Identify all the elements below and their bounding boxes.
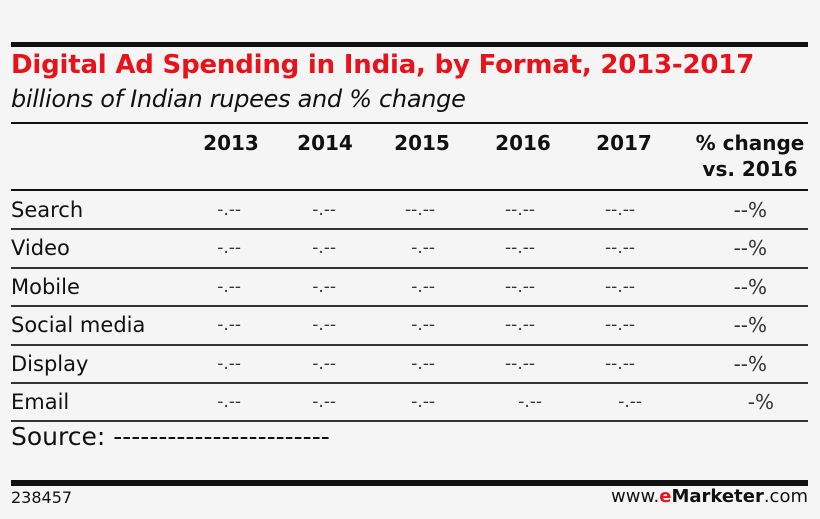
table-cell: -.-- <box>411 392 435 412</box>
table-cell: --.-- <box>605 238 635 259</box>
table-cell: --.-- <box>505 238 535 259</box>
table-cell: -% <box>747 390 774 414</box>
emarketer-url[interactable]: www.eMarketer.com <box>611 486 808 507</box>
row-label: Social media <box>11 313 146 338</box>
table-cell: -.-- <box>411 315 435 336</box>
table-cell: --% <box>733 274 767 299</box>
column-header: 2016 <box>473 130 573 156</box>
row-label: Search <box>11 198 84 222</box>
column-header-line: 2014 <box>297 131 353 155</box>
table-cell: -.-- <box>518 392 542 412</box>
column-header-line: 2013 <box>203 131 259 155</box>
table-cell: -.-- <box>312 238 336 259</box>
column-header-line: 2015 <box>394 131 450 155</box>
row-divider <box>11 305 808 308</box>
table-cell: --% <box>733 198 767 222</box>
column-header: % change vs. 2016 <box>685 130 815 182</box>
table-cell: -.-- <box>312 392 336 412</box>
chart-subtitle: billions of Indian rupees and % change <box>11 85 466 113</box>
row-label: Email <box>11 390 70 414</box>
table-cell: -.-- <box>312 315 336 336</box>
row-label: Video <box>11 236 70 261</box>
table-cell: -.-- <box>618 392 642 412</box>
table-cell: --.-- <box>605 353 635 374</box>
table-cell: -.-- <box>217 392 241 412</box>
table-cell: -.-- <box>217 315 241 336</box>
url-suffix: .com <box>763 486 808 507</box>
column-header-line: vs. 2016 <box>702 157 798 181</box>
table-cell: --% <box>733 313 767 338</box>
table-cell: -.-- <box>411 353 435 374</box>
row-divider <box>11 228 808 231</box>
row-divider <box>11 266 808 269</box>
footer-thick-rule <box>11 480 808 486</box>
source-note: Source: ------------------------ <box>11 422 330 451</box>
table-cell: -.-- <box>217 238 241 259</box>
table-cell: -.-- <box>312 200 336 220</box>
table-cell: -.-- <box>217 200 241 220</box>
column-header-line: 2017 <box>596 131 652 155</box>
table-cell: --.-- <box>505 276 535 297</box>
row-divider <box>11 382 808 384</box>
column-header: 2013 <box>181 130 281 156</box>
table-cell: --.-- <box>605 276 635 297</box>
table-cell: -.-- <box>217 276 241 297</box>
table-cell: -.-- <box>312 353 336 374</box>
table-cell: --% <box>733 351 767 376</box>
header-top-rule <box>11 122 808 124</box>
header-bottom-rule <box>11 189 808 191</box>
url-brand: Marketer <box>671 486 764 507</box>
table-cell: --.-- <box>505 200 535 220</box>
table-cell: -.-- <box>217 353 241 374</box>
column-header: 2014 <box>275 130 375 156</box>
row-divider <box>11 420 808 423</box>
column-header: 2015 <box>372 130 472 156</box>
column-header-line: 2016 <box>495 131 551 155</box>
url-e: e <box>659 486 672 507</box>
chart-id: 238457 <box>11 488 73 507</box>
table-cell: --.-- <box>505 353 535 374</box>
row-divider <box>11 343 808 346</box>
column-header: 2017 <box>574 130 674 156</box>
table-cell: --.-- <box>505 315 535 336</box>
table-cell: -.-- <box>411 276 435 297</box>
url-prefix: www. <box>611 486 660 507</box>
chart-title: Digital Ad Spending in India, by Format,… <box>11 50 755 80</box>
table-cell: --.-- <box>405 200 435 220</box>
table-cell: -.-- <box>312 276 336 297</box>
column-header-line: % change <box>695 131 805 155</box>
table-cell: --.-- <box>605 200 635 220</box>
row-label: Mobile <box>11 274 80 299</box>
table-cell: --.-- <box>605 315 635 336</box>
table-cell: --% <box>733 236 767 261</box>
row-label: Display <box>11 351 89 376</box>
table-cell: -.-- <box>411 238 435 259</box>
top-thick-rule <box>11 42 808 47</box>
